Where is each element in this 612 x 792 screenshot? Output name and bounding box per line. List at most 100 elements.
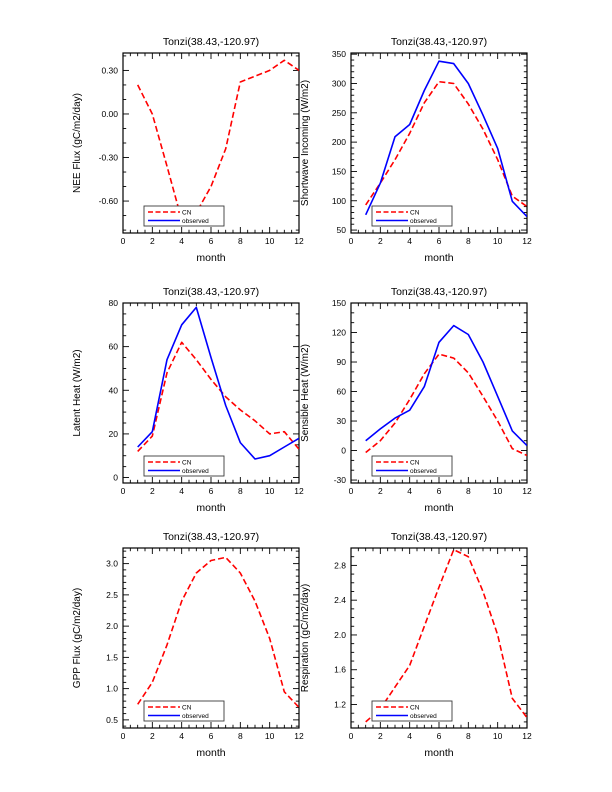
chart-respiration: 0 2 4 6 8 10 12 1.2 1.6 2.0 2.4 2.8 Tonzi(38.43,-120… [293,530,533,778]
x-tick-label: 6 [209,486,214,496]
series-line-cn [137,341,299,452]
chart-shortwave-incoming: 0 2 4 6 8 10 12 50 100 150 200 250 300 350 Tonzi(38.43… [293,35,533,283]
x-tick-label: 0 [349,731,354,741]
x-tick-label: 2 [150,236,155,246]
legend-label-observed: observed [182,713,209,720]
x-tick-label: 4 [179,236,184,246]
x-axis-label: month [196,252,225,264]
x-tick-label: 8 [238,486,243,496]
y-tick-label: 0 [113,473,118,483]
y-tick-label: 0.00 [101,109,118,119]
legend-label-cn: CN [410,705,420,712]
y-tick-label: 0.30 [101,65,118,75]
x-tick-label: 10 [265,486,275,496]
x-tick-label: 0 [349,236,354,246]
y-axis-label: Respiration (gC/m2/day) [300,584,311,692]
chart-latent-heat: 0 2 4 6 8 10 12 0 20 40 60 80 Tonzi(38.43,-120.97) mo… [65,285,305,533]
y-tick-label: 60 [337,387,347,397]
x-tick-label: 6 [209,731,214,741]
x-tick-label: 12 [294,486,304,496]
plot-canvas: 0 2 4 6 8 10 12 0 20 40 60 80 Tonzi(38.43,-120.97) mo… [72,286,304,514]
series-line-observed [137,306,299,460]
x-tick-label: 10 [493,731,503,741]
x-tick-label: 6 [437,236,442,246]
x-tick-label: 0 [121,731,126,741]
plot-canvas: 0 2 4 6 8 10 12 1.2 1.6 2.0 2.4 2.8 Tonzi(38.43,-120… [300,531,532,759]
plot-frame [122,52,300,234]
y-tick-label: 80 [109,298,119,308]
y-axis-label: NEE Flux (gC/m2/day) [72,93,83,193]
y-axis-label: Sensible Heat (W/m2) [300,344,311,442]
x-tick-label: 0 [121,486,126,496]
chart-nee-flux: 0 2 4 6 8 10 12 0.30 0.00 -0.30 -0.60 Tonzi(38.43,-… [65,35,305,283]
legend-label-observed: observed [410,468,437,475]
y-tick-label: 0.5 [106,715,118,725]
x-tick-label: 2 [378,486,383,496]
x-tick-label: 8 [238,731,243,741]
x-tick-label: 4 [407,731,412,741]
chart-sensible-heat: 0 2 4 6 8 10 12 -30 0 30 60 90 120 150 Tonzi(38.43,-12… [293,285,533,533]
plot-canvas: 0 2 4 6 8 10 12 0.5 1.0 1.5 2.0 2.5 3.0 Tonzi(38.43,-… [72,531,304,759]
chart-gpp-flux: 0 2 4 6 8 10 12 0.5 1.0 1.5 2.0 2.5 3.0 Tonzi(38.43,-… [65,530,305,778]
x-axis-label: month [196,747,225,759]
chart-title: Tonzi(38.43,-120.97) [391,286,487,298]
legend-label-observed: observed [182,218,209,225]
series-line-cn [136,59,299,221]
x-tick-label: 0 [349,486,354,496]
legend-label-cn: CN [410,210,420,217]
series-line-cn [365,353,527,457]
y-axis-label: Latent Heat (W/m2) [72,349,83,436]
x-tick-label: 8 [238,236,243,246]
y-tick-label: 300 [332,78,346,88]
x-tick-label: 10 [493,486,503,496]
y-tick-label: 2.4 [334,595,346,605]
x-tick-label: 10 [265,236,275,246]
y-tick-label: 30 [337,416,347,426]
series-line-observed [364,60,527,218]
x-axis-label: month [424,252,453,264]
x-axis-label: month [424,502,453,514]
legend-label-observed: observed [410,713,437,720]
x-tick-label: 8 [466,236,471,246]
y-tick-label: 250 [332,108,346,118]
x-axis-label: month [196,502,225,514]
y-tick-label: 150 [332,166,346,176]
x-tick-label: 4 [179,731,184,741]
y-tick-label: 120 [332,328,346,338]
x-tick-label: 12 [522,731,532,741]
plot-canvas: 0 2 4 6 8 10 12 0.30 0.00 -0.30 -0.60 Tonzi(38.43,-… [72,36,304,264]
plot-frame [350,52,528,234]
y-tick-label: 3.0 [106,559,118,569]
plot-frame [122,547,300,729]
x-tick-label: 12 [522,236,532,246]
legend-label-cn: CN [410,460,420,467]
y-tick-label: 200 [332,137,346,147]
x-tick-label: 2 [150,486,155,496]
x-tick-label: 4 [407,236,412,246]
y-tick-label: 50 [337,225,347,235]
x-tick-label: 12 [294,731,304,741]
y-tick-label: 60 [109,342,119,352]
y-tick-label: 90 [337,357,347,367]
y-tick-label: 2.8 [334,560,346,570]
x-tick-label: 6 [437,486,442,496]
y-axis-label: GPP Flux (gC/m2/day) [72,588,83,688]
series-line-observed [365,324,527,447]
y-axis-label: Shortwave Incoming (W/m2) [300,80,311,206]
y-tick-label: 1.0 [106,684,118,694]
y-tick-label: -0.60 [99,196,119,206]
chart-title: Tonzi(38.43,-120.97) [391,531,487,543]
legend-label-observed: observed [182,468,209,475]
x-tick-label: 4 [179,486,184,496]
plot-frame [350,302,528,484]
chart-title: Tonzi(38.43,-120.97) [163,286,259,298]
chart-title: Tonzi(38.43,-120.97) [163,531,259,543]
x-tick-label: 2 [378,236,383,246]
x-tick-label: 12 [294,236,304,246]
legend-label-cn: CN [182,460,192,467]
